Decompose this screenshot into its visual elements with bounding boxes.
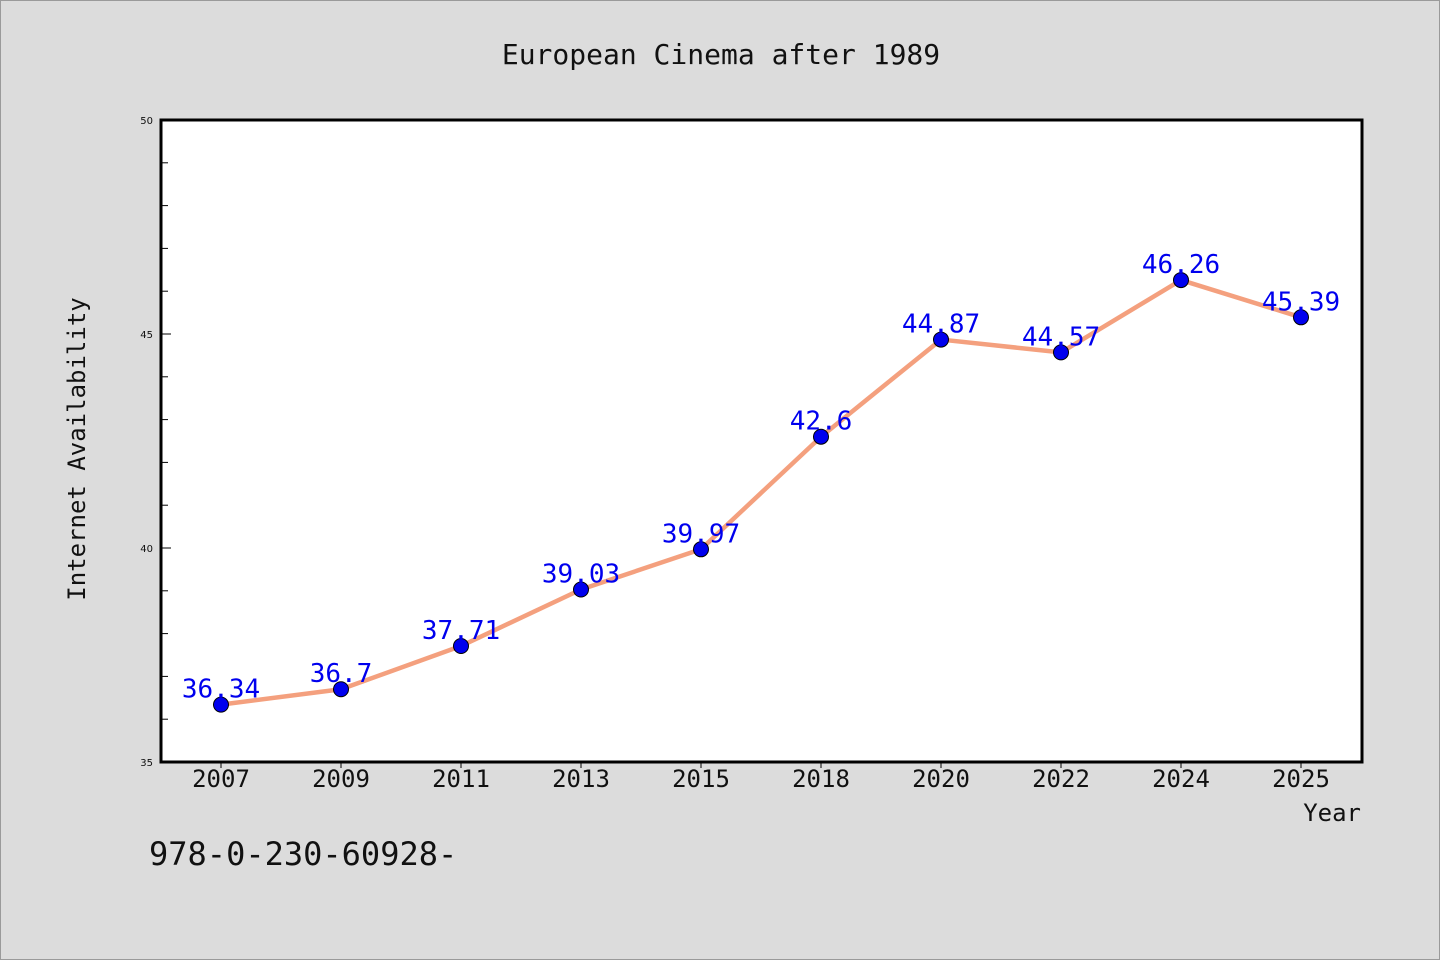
x-axis-label: Year	[1303, 799, 1361, 827]
data-label: 44.57	[1022, 322, 1100, 352]
y-axis-label: Internet Availability	[63, 297, 91, 600]
data-label: 37.71	[422, 616, 500, 646]
y-tick-label: 35	[140, 758, 153, 769]
chart-title: European Cinema after 1989	[502, 38, 940, 71]
data-point	[813, 428, 829, 445]
data-point	[213, 696, 229, 713]
x-tick-label: 2022	[1032, 765, 1090, 793]
plot-frame	[159, 118, 1364, 764]
x-tick-label: 2007	[192, 765, 250, 793]
y-tick-label: 40	[140, 544, 153, 555]
x-tick-label: 2025	[1272, 765, 1330, 793]
x-tick-label: 2018	[792, 765, 850, 793]
data-label: 44.87	[902, 310, 980, 340]
series-line	[218, 277, 1304, 707]
data-point	[693, 541, 709, 558]
series-layer: 36.34 36.7 37.71 39.03 39.97 42.6 44.87 44.57 46…	[182, 250, 1340, 713]
data-label: 36.7	[310, 659, 373, 689]
plot-area	[161, 120, 1362, 762]
data-point	[1293, 309, 1309, 326]
data-point	[453, 638, 469, 655]
data-label: 39.03	[542, 560, 620, 590]
data-label: 46.26	[1142, 250, 1220, 280]
x-tick-label: 2011	[432, 765, 490, 793]
x-tick-label: 2015	[672, 765, 730, 793]
y-axis: 35 40 45 50	[140, 116, 171, 769]
data-point	[1053, 344, 1069, 361]
y-tick-label: 50	[140, 116, 153, 127]
x-tick-label: 2020	[912, 765, 970, 793]
data-label: 45.39	[1262, 287, 1340, 317]
x-axis: 2007 2009 2011 2013 2015 2018 2020 2022 2024 2025	[192, 762, 1330, 793]
data-point	[333, 681, 349, 698]
data-point	[933, 331, 949, 348]
data-label: 36.34	[182, 675, 260, 705]
data-label: 42.6	[790, 407, 853, 437]
data-point	[1173, 272, 1189, 289]
y-tick-label: 45	[140, 330, 153, 341]
footer-text: 978-0-230-60928-	[149, 835, 457, 873]
data-label: 39.97	[662, 519, 740, 549]
x-tick-label: 2009	[312, 765, 370, 793]
x-tick-label: 2013	[552, 765, 610, 793]
x-tick-label: 2024	[1152, 765, 1210, 793]
data-point	[573, 581, 589, 598]
